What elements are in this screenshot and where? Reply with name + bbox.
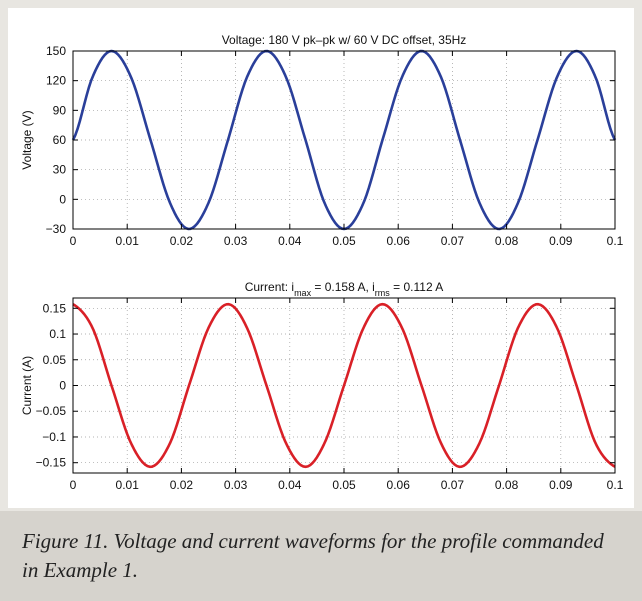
- current-x-tick-label: 0.09: [549, 478, 573, 492]
- current-y-tick-label: 0.05: [43, 353, 67, 367]
- current-y-tick-label: 0: [59, 379, 66, 393]
- voltage-y-tick-label: 30: [53, 163, 67, 177]
- voltage-x-tick-label: 0.05: [332, 234, 356, 248]
- current-x-tick-label: 0.06: [387, 478, 411, 492]
- voltage-y-tick-label: 60: [53, 133, 67, 147]
- voltage-y-tick-label: 120: [46, 74, 66, 88]
- voltage-chart-title: Voltage: 180 V pk–pk w/ 60 V DC offset, …: [222, 33, 467, 47]
- current-y-tick-label: 0.15: [43, 301, 67, 315]
- current-x-tick-label: 0.02: [170, 478, 194, 492]
- voltage-x-tick-label: 0: [70, 234, 77, 248]
- voltage-y-tick-label: −30: [46, 222, 67, 236]
- current-y-tick-label: −0.15: [36, 456, 67, 470]
- voltage-y-tick-label: 0: [59, 192, 66, 206]
- figure-caption: Figure 11. Voltage and current waveforms…: [22, 529, 604, 582]
- voltage-y-axis-label: Voltage (V): [20, 110, 34, 169]
- current-chart-title: Current: imax = 0.158 A, irms = 0.112 A: [245, 280, 444, 298]
- current-x-tick-label: 0: [70, 478, 77, 492]
- current-x-tick-label: 0.1: [607, 478, 624, 492]
- current-x-tick-label: 0.07: [441, 478, 465, 492]
- current-x-tick-label: 0.03: [224, 478, 248, 492]
- current-y-axis-label: Current (A): [20, 356, 34, 415]
- voltage-x-tick-label: 0.01: [116, 234, 140, 248]
- current-x-tick-label: 0.08: [495, 478, 519, 492]
- current-y-tick-label: −0.1: [42, 430, 66, 444]
- voltage-x-tick-label: 0.1: [607, 234, 624, 248]
- plot-panel: 0 0.01 0.02 0.03 0.04 0.05 0.06 0.07 0.08 0.09 0.1…: [8, 8, 634, 508]
- current-series-line-0: [72, 302, 616, 469]
- voltage-y-tick-label: 150: [46, 44, 66, 58]
- voltage-x-tick-label: 0.03: [224, 234, 248, 248]
- caption-box: Figure 11. Voltage and current waveforms…: [0, 511, 642, 601]
- current-x-tick-label: 0.01: [116, 478, 140, 492]
- charts-svg: 0 0.01 0.02 0.03 0.04 0.05 0.06 0.07 0.08 0.09 0.1…: [20, 33, 624, 492]
- voltage-x-tick-label: 0.02: [170, 234, 194, 248]
- voltage-x-tick-label: 0.09: [549, 234, 573, 248]
- voltage-x-tick-label: 0.07: [441, 234, 465, 248]
- current-y-tick-label: 0.1: [49, 327, 66, 341]
- current-x-tick-label: 0.05: [332, 478, 356, 492]
- voltage-x-tick-label: 0.06: [387, 234, 411, 248]
- voltage-x-tick-label: 0.04: [278, 234, 302, 248]
- voltage-chart: 0 0.01 0.02 0.03 0.04 0.05 0.06 0.07 0.08 0.09 0.1…: [20, 33, 624, 248]
- current-y-tick-label: −0.05: [36, 404, 67, 418]
- current-x-tick-label: 0.04: [278, 478, 302, 492]
- voltage-x-tick-label: 0.08: [495, 234, 519, 248]
- voltage-y-tick-label: 90: [53, 103, 67, 117]
- current-chart: 0 0.01 0.02 0.03 0.04 0.05 0.06 0.07 0.08 0.09 0.1…: [20, 280, 624, 492]
